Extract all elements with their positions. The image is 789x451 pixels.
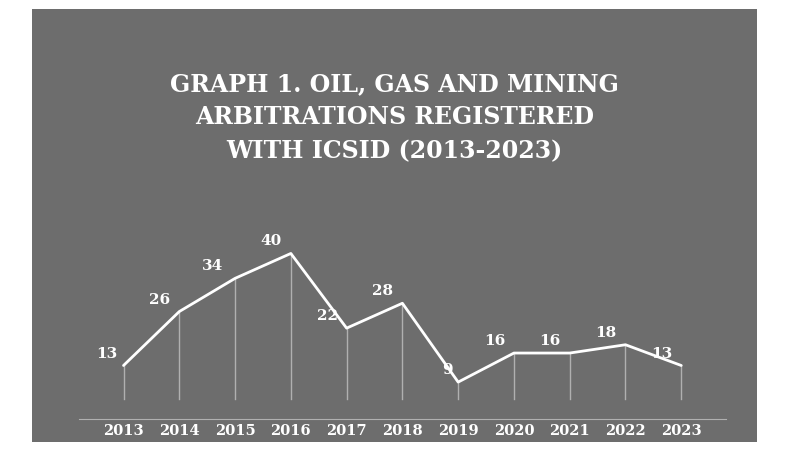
Text: 40: 40 [260, 235, 282, 249]
Text: 26: 26 [149, 293, 170, 307]
X-axis label: Year of registration: Year of registration [320, 446, 485, 451]
Text: 28: 28 [372, 284, 394, 298]
Text: 13: 13 [651, 346, 672, 360]
Text: 34: 34 [202, 259, 223, 273]
Text: 16: 16 [540, 334, 561, 348]
Text: 9: 9 [442, 363, 452, 377]
Text: 18: 18 [596, 326, 616, 340]
Text: 16: 16 [484, 334, 505, 348]
Text: GRAPH 1. OIL, GAS AND MINING
ARBITRATIONS REGISTERED
WITH ICSID (2013-2023): GRAPH 1. OIL, GAS AND MINING ARBITRATION… [170, 72, 619, 163]
Text: 22: 22 [316, 309, 338, 323]
Text: 13: 13 [96, 346, 118, 360]
